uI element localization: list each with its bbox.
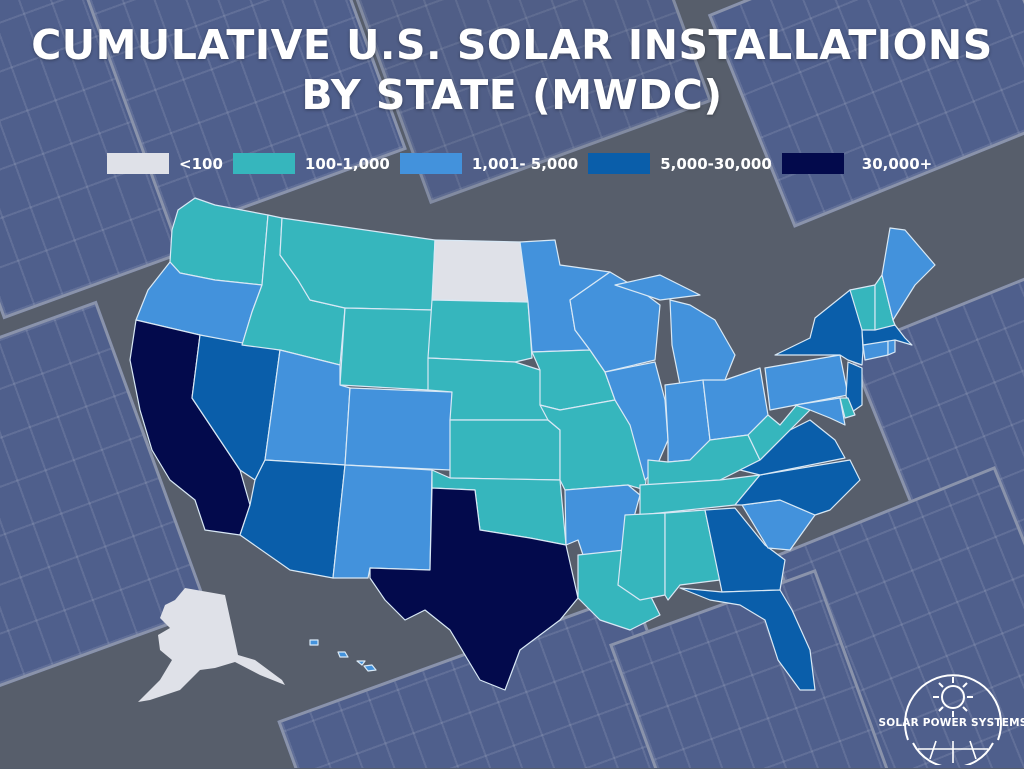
state-wa — [169, 197, 269, 286]
legend-swatch — [399, 153, 462, 174]
title-line-2: BY STATE (MWDC) — [301, 71, 723, 119]
state-ri — [887, 339, 896, 356]
legend-item-100-1000: 100-1,000 — [232, 153, 392, 174]
state-nc — [734, 459, 861, 516]
state-nd — [431, 239, 529, 303]
state-tx — [369, 487, 579, 691]
legend-label: 1,001- 5,000 — [471, 154, 579, 173]
legend-item-30000-plus: 30,000+ — [781, 153, 934, 174]
title-line-1: CUMULATIVE U.S. SOLAR INSTALLATIONS — [31, 21, 993, 69]
state-wi — [569, 271, 661, 373]
state-wy — [339, 307, 433, 391]
solar-power-systems-logo: SOLAR POWER SYSTEMS — [878, 655, 1024, 769]
state-nm — [332, 464, 433, 579]
state-co — [344, 387, 453, 471]
legend-item-lt100: <100 — [107, 153, 225, 174]
state-hi — [309, 639, 377, 672]
legend-label: 5,000-30,000 — [660, 154, 772, 173]
legend-swatch — [232, 153, 295, 174]
sun-globe-icon — [904, 674, 1002, 769]
logo-text: SOLAR POWER SYSTEMS — [878, 717, 1024, 729]
legend-label: 30,000+ — [861, 154, 933, 173]
state-nj — [845, 361, 863, 413]
legend: <100 100-1,000 1,001- 5,000 5,000-30,000… — [107, 153, 942, 174]
page-title: CUMULATIVE U.S. SOLAR INSTALLATIONS BY S… — [0, 20, 1024, 120]
state-md — [794, 397, 846, 426]
state-az — [239, 459, 346, 579]
state-de — [839, 397, 856, 419]
legend-swatch — [781, 153, 844, 174]
state-me — [881, 227, 936, 321]
state-mi — [614, 274, 736, 386]
state-ms — [617, 512, 666, 601]
state-mo — [539, 399, 649, 491]
legend-swatch — [588, 153, 651, 174]
legend-item-1001-5000: 1,001- 5,000 — [399, 153, 580, 174]
state-ks — [449, 419, 561, 481]
legend-item-5000-30000: 5,000-30,000 — [588, 153, 774, 174]
legend-label: 100-1,000 — [304, 154, 390, 173]
legend-label: <100 — [179, 154, 223, 173]
state-fl — [679, 587, 816, 691]
state-ny — [774, 289, 864, 366]
state-ak — [138, 588, 285, 702]
state-ut — [264, 349, 351, 466]
state-nh — [874, 274, 896, 331]
state-sd — [427, 299, 533, 363]
legend-swatch — [107, 153, 169, 174]
